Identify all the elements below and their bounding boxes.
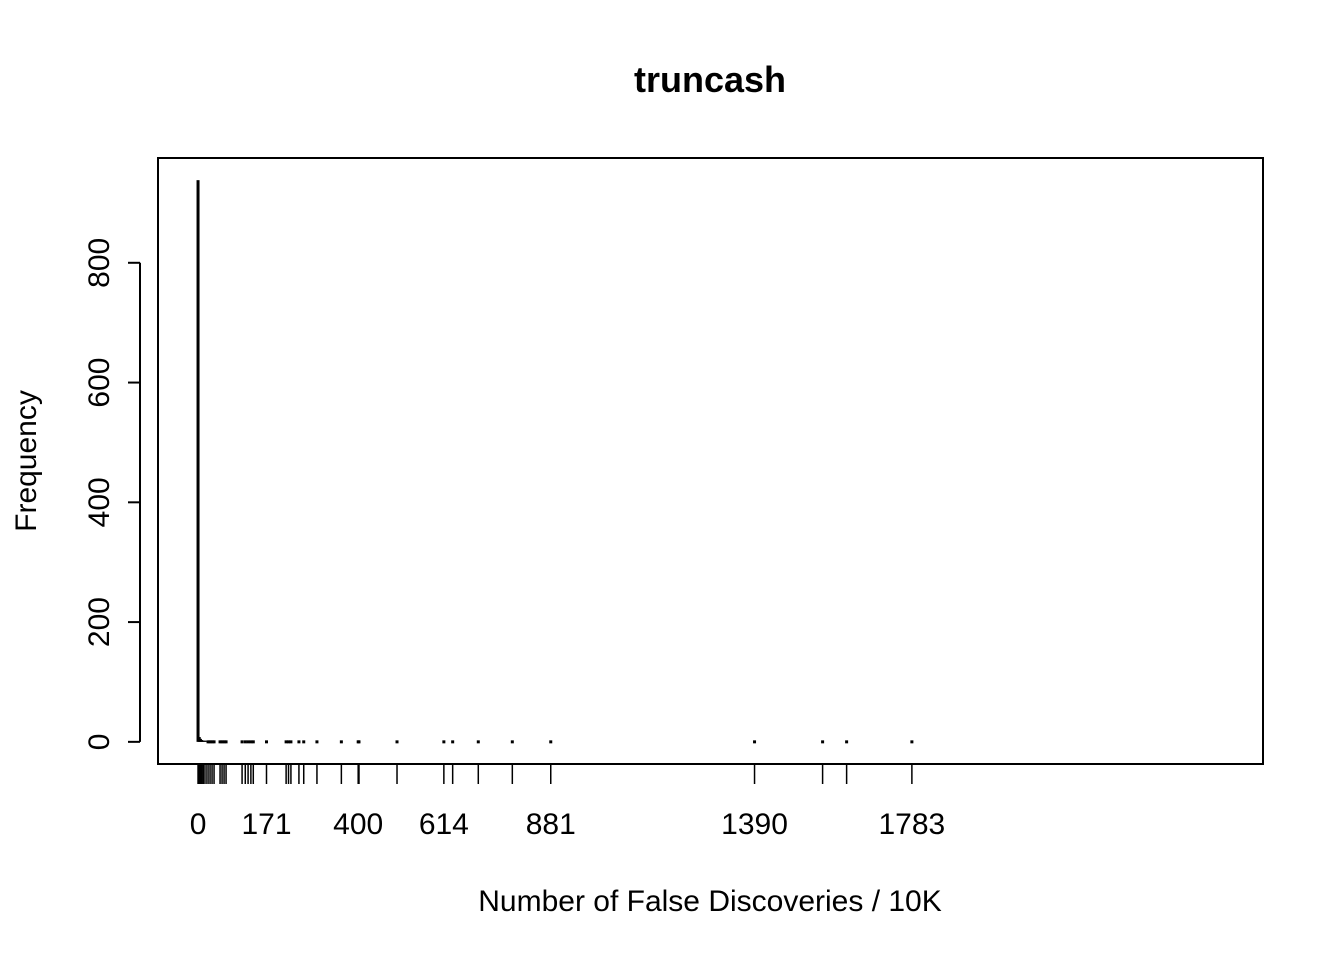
y-tick-label: 400 <box>83 477 116 527</box>
bar <box>224 740 228 744</box>
chart-title: truncash <box>634 59 786 100</box>
y-tick-label: 0 <box>83 734 116 751</box>
x-tick-label: 171 <box>241 808 291 841</box>
bar <box>315 740 319 744</box>
bar <box>206 740 210 744</box>
bar <box>212 740 216 744</box>
x-tick-label: 881 <box>526 808 576 841</box>
bar <box>845 740 849 744</box>
x-tick-label: 1783 <box>879 808 946 841</box>
x-tick-label: 400 <box>333 808 383 841</box>
x-tick-label: 1390 <box>721 808 788 841</box>
bar <box>510 740 514 744</box>
y-tick-label: 600 <box>83 358 116 408</box>
bar <box>251 740 255 744</box>
bar <box>240 740 244 744</box>
bar <box>220 740 224 744</box>
y-tick-label: 200 <box>83 597 116 647</box>
bar <box>208 740 212 744</box>
bar <box>284 740 288 744</box>
bar <box>442 740 446 744</box>
bar <box>287 740 291 744</box>
bar <box>339 740 343 744</box>
bar <box>204 740 208 742</box>
rug <box>197 764 913 784</box>
bar <box>243 740 247 744</box>
bar <box>302 740 306 744</box>
bar <box>196 180 200 742</box>
bar <box>357 740 361 744</box>
bar <box>297 740 301 744</box>
bar <box>476 740 480 744</box>
bar <box>910 740 914 744</box>
bar <box>246 740 250 744</box>
bar <box>264 740 268 744</box>
bar <box>249 740 253 744</box>
y-axis-label: Frequency <box>10 390 43 532</box>
y-axis: 0 200 400 600 800 <box>83 238 141 751</box>
bar <box>289 740 293 744</box>
bar <box>395 740 399 744</box>
x-axis: 0 171 400 614 881 1390 1783 <box>190 808 946 841</box>
bar <box>222 740 226 744</box>
bar <box>821 740 825 744</box>
bar <box>549 740 553 744</box>
x-axis-label: Number of False Discoveries / 10K <box>478 885 942 918</box>
x-tick-label: 614 <box>419 808 469 841</box>
bar <box>202 740 206 742</box>
bar <box>210 740 214 744</box>
bar <box>753 740 757 744</box>
bar <box>451 740 455 744</box>
bars <box>196 180 914 744</box>
x-tick-label: 0 <box>190 808 207 841</box>
y-tick-label: 800 <box>83 238 116 288</box>
bar <box>218 740 222 744</box>
plot-frame <box>157 157 1264 765</box>
